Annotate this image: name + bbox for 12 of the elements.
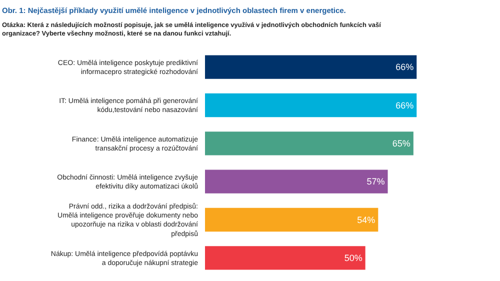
bar <box>205 246 366 270</box>
data-label: 66% <box>396 100 414 110</box>
data-label: 57% <box>366 176 385 187</box>
bar <box>205 208 378 232</box>
bar <box>205 170 388 194</box>
bar <box>205 55 417 79</box>
data-label: 50% <box>344 252 362 263</box>
bar <box>205 132 414 156</box>
data-label: 54% <box>357 214 376 225</box>
data-label: 65% <box>392 138 410 148</box>
bar <box>205 93 417 118</box>
data-label: 66% <box>396 62 414 72</box>
